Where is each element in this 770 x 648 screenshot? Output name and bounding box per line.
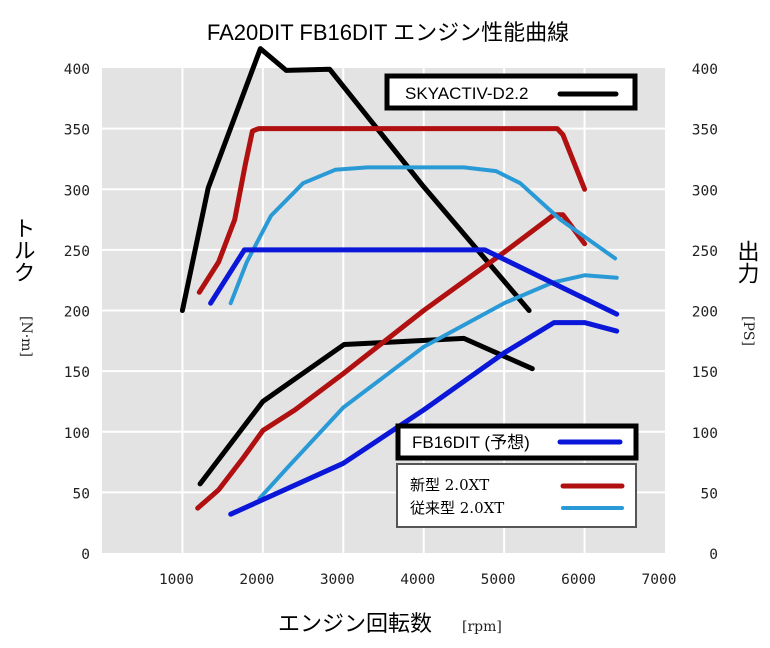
- y-left-tick-label: 400: [64, 62, 90, 78]
- y-axis-right-label: 出力 [PS]: [734, 240, 759, 346]
- y-left-tick-label: 300: [64, 183, 90, 199]
- x-unit: [rpm]: [462, 619, 502, 635]
- series-line: [196, 126, 588, 295]
- legend-old-2-0xt-label: 従来型 2.0XT: [410, 499, 504, 517]
- x-tick-label: 4000: [400, 572, 435, 588]
- y-right-tick-label: 100: [692, 426, 718, 442]
- legend-fb16dit-label: FB16DIT (予想): [412, 433, 530, 452]
- y-left-tick-label: 200: [64, 305, 90, 321]
- y-left-tick-label: 250: [64, 244, 90, 260]
- chart-title: FA20DIT FB16DIT エンジン性能曲線: [207, 20, 569, 45]
- x-axis-label: エンジン回転数 [rpm]: [278, 612, 502, 637]
- x-tick-label: 3000: [320, 572, 355, 588]
- x-label-text: エンジン回転数: [278, 612, 432, 637]
- y-right-tick-label: 350: [692, 123, 718, 139]
- y-left-unit: [N·m]: [18, 316, 34, 357]
- y-axis-right-ticks: 0 50 100 150 200 250 300 350 400: [692, 62, 718, 563]
- y-right-label-text: 出力: [734, 240, 759, 284]
- y-left-label-text: トルク: [10, 217, 35, 283]
- x-tick-label: 1000: [159, 572, 194, 588]
- y-right-tick-label: 0: [709, 547, 718, 563]
- y-left-tick-label: 0: [81, 547, 90, 563]
- y-right-tick-label: 250: [692, 244, 718, 260]
- legend-new-2-0xt-label: 新型 2.0XT: [410, 476, 489, 494]
- y-left-tick-label: 50: [73, 486, 90, 502]
- x-tick-label: 5000: [481, 572, 516, 588]
- y-right-tick-label: 300: [692, 183, 718, 199]
- series-line: [228, 165, 618, 306]
- legend-skyactiv: SKYACTIV-D2.2: [384, 73, 638, 111]
- y-left-tick-label: 350: [64, 123, 90, 139]
- legend-skyactiv-label: SKYACTIV-D2.2: [405, 84, 528, 103]
- y-axis-left-ticks: 0 50 100 150 200 250 300 350 400: [64, 62, 90, 563]
- y-right-unit: [PS]: [740, 316, 756, 346]
- x-tick-label: 2000: [239, 572, 274, 588]
- series-line: [257, 273, 619, 501]
- x-tick-label: 6000: [561, 572, 596, 588]
- series-line: [208, 247, 620, 317]
- y-left-tick-label: 100: [64, 426, 90, 442]
- y-axis-left-label: トルク [N·m]: [10, 217, 35, 357]
- x-tick-label: 7000: [642, 572, 677, 588]
- series-lines: [179, 46, 620, 517]
- series-line: [197, 335, 535, 487]
- y-right-tick-label: 400: [692, 62, 718, 78]
- legend-2-0xt: 新型 2.0XT 従来型 2.0XT: [396, 463, 637, 528]
- legend-fb16dit: FB16DIT (予想): [395, 423, 639, 461]
- series-line: [179, 46, 532, 313]
- y-right-tick-label: 150: [692, 365, 718, 381]
- y-left-tick-label: 150: [64, 365, 90, 381]
- series-line: [228, 320, 620, 517]
- y-right-tick-label: 200: [692, 305, 718, 321]
- y-right-tick-label: 50: [701, 486, 718, 502]
- x-axis-ticks: 1000 2000 3000 4000 5000 6000 7000: [159, 572, 676, 588]
